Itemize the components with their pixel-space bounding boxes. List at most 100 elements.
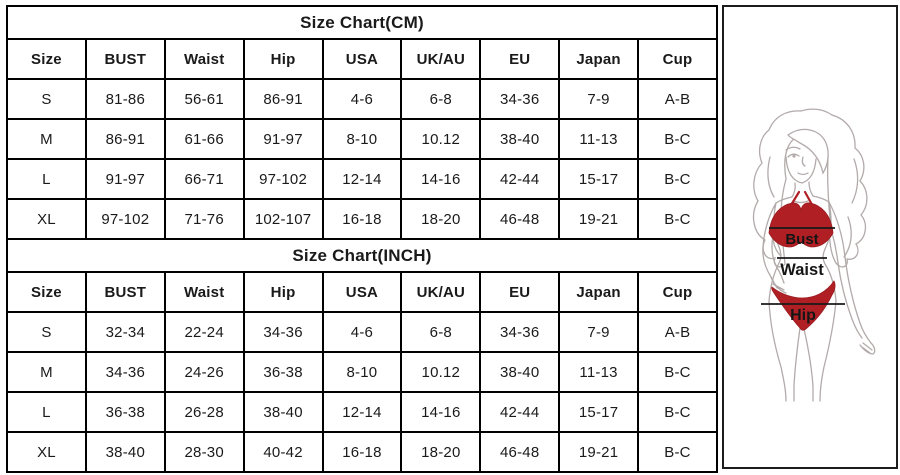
column-header: EU: [479, 38, 561, 80]
value-cell: 14-16: [400, 391, 482, 433]
value-cell: 10.12: [400, 351, 482, 393]
value-cell: 6-8: [400, 311, 482, 353]
column-header: BUST: [84, 38, 166, 80]
value-cell: 61-66: [163, 118, 245, 160]
value-cell: B-C: [637, 431, 718, 473]
value-cell: 91-97: [242, 118, 324, 160]
table-title-row: Size Chart(INCH): [6, 238, 718, 273]
value-cell: 97-102: [242, 158, 324, 200]
value-cell: A-B: [637, 78, 718, 120]
bikini-bottom-shape: [771, 280, 836, 331]
size-cell: S: [6, 78, 87, 120]
column-header: USA: [321, 38, 403, 80]
value-cell: 12-14: [321, 158, 403, 200]
table-header-row: Size BUST Waist Hip USA UK/AU EU Japan Cup: [6, 271, 718, 313]
value-cell: 15-17: [558, 391, 639, 433]
value-cell: 97-102: [84, 198, 166, 240]
value-cell: 56-61: [163, 78, 245, 120]
hip-label: Hip: [790, 307, 816, 324]
value-cell: 40-42: [242, 431, 324, 473]
value-cell: 34-36: [479, 311, 561, 353]
table-row: M 34-36 24-26 36-38 8-10 10.12 38-40 11-13 B-C: [6, 351, 718, 393]
value-cell: B-C: [637, 118, 718, 160]
table-row: S 81-86 56-61 86-91 4-6 6-8 34-36 7-9 A-B: [6, 78, 718, 120]
bangs-sweep: [787, 128, 829, 175]
value-cell: 42-44: [479, 158, 561, 200]
value-cell: 38-40: [242, 391, 324, 433]
value-cell: 7-9: [558, 78, 639, 120]
column-header: UK/AU: [400, 38, 482, 80]
value-cell: 81-86: [84, 78, 166, 120]
table-row: XL 97-102 71-76 102-107 16-18 18-20 46-48 19-21…: [6, 198, 718, 240]
face-jaw-line: [785, 156, 817, 184]
size-cell: M: [6, 351, 87, 393]
bust-label: Bust: [785, 231, 818, 248]
waist-label: Waist: [780, 261, 824, 279]
column-header: EU: [479, 271, 561, 313]
shoulder-lines: [775, 195, 830, 204]
table-header-row: Size BUST Waist Hip USA UK/AU EU Japan Cup: [6, 38, 718, 80]
column-header: Waist: [163, 38, 245, 80]
eye: [787, 153, 800, 158]
value-cell: 19-21: [558, 431, 639, 473]
collarbone-line: [793, 200, 809, 204]
value-cell: 34-36: [84, 351, 166, 393]
value-cell: 86-91: [84, 118, 166, 160]
column-header: Hip: [242, 38, 324, 80]
value-cell: 28-30: [163, 431, 245, 473]
value-cell: 19-21: [558, 198, 639, 240]
value-cell: 24-26: [163, 351, 245, 393]
mouth: [797, 172, 809, 176]
value-cell: 91-97: [84, 158, 166, 200]
measurement-figure-panel: Bust Waist Hip: [722, 5, 898, 469]
table-title-row: Size Chart(CM): [6, 5, 718, 40]
value-cell: 16-18: [321, 431, 403, 473]
value-cell: 7-9: [558, 311, 639, 353]
column-header: USA: [321, 271, 403, 313]
size-chart-table: Size Chart(CM) Size BUST Waist Hip USA UK/AU EU…: [6, 5, 718, 473]
value-cell: 12-14: [321, 391, 403, 433]
value-cell: B-C: [637, 391, 718, 433]
nose: [801, 156, 806, 167]
table-title: Size Chart(CM): [6, 5, 718, 40]
value-cell: 11-13: [558, 118, 639, 160]
column-header: Japan: [558, 38, 639, 80]
value-cell: 15-17: [558, 158, 639, 200]
value-cell: B-C: [637, 351, 718, 393]
value-cell: 36-38: [242, 351, 324, 393]
eyebrow: [785, 146, 801, 151]
table-row: L 91-97 66-71 97-102 12-14 14-16 42-44 15-17 B-C: [6, 158, 718, 200]
value-cell: 11-13: [558, 351, 639, 393]
hair-curl-strokes: [767, 156, 859, 258]
size-cell: XL: [6, 431, 87, 473]
size-cell: XL: [6, 198, 87, 240]
value-cell: 34-36: [242, 311, 324, 353]
value-cell: 66-71: [163, 158, 245, 200]
value-cell: 4-6: [321, 311, 403, 353]
value-cell: B-C: [637, 198, 718, 240]
column-header: Cup: [637, 271, 718, 313]
value-cell: 14-16: [400, 158, 482, 200]
value-cell: 8-10: [321, 351, 403, 393]
column-header: Cup: [637, 38, 718, 80]
value-cell: 34-36: [479, 78, 561, 120]
size-chart-table-body: Size Chart(CM) Size BUST Waist Hip USA UK/AU EU…: [6, 5, 718, 473]
value-cell: 22-24: [163, 311, 245, 353]
legs: [768, 300, 837, 402]
value-cell: 10.12: [400, 118, 482, 160]
value-cell: 102-107: [242, 198, 324, 240]
value-cell: 32-34: [84, 311, 166, 353]
size-cell: M: [6, 118, 87, 160]
table-row: XL 38-40 28-30 40-42 16-18 18-20 46-48 19-21 B-C: [6, 431, 718, 473]
value-cell: B-C: [637, 158, 718, 200]
value-cell: 42-44: [479, 391, 561, 433]
value-cell: 8-10: [321, 118, 403, 160]
measurement-figure: Bust Waist Hip: [752, 108, 876, 402]
value-cell: 86-91: [242, 78, 324, 120]
column-header: BUST: [84, 271, 166, 313]
value-cell: 38-40: [84, 431, 166, 473]
value-cell: A-B: [637, 311, 718, 353]
table-title: Size Chart(INCH): [6, 238, 718, 273]
value-cell: 18-20: [400, 431, 482, 473]
